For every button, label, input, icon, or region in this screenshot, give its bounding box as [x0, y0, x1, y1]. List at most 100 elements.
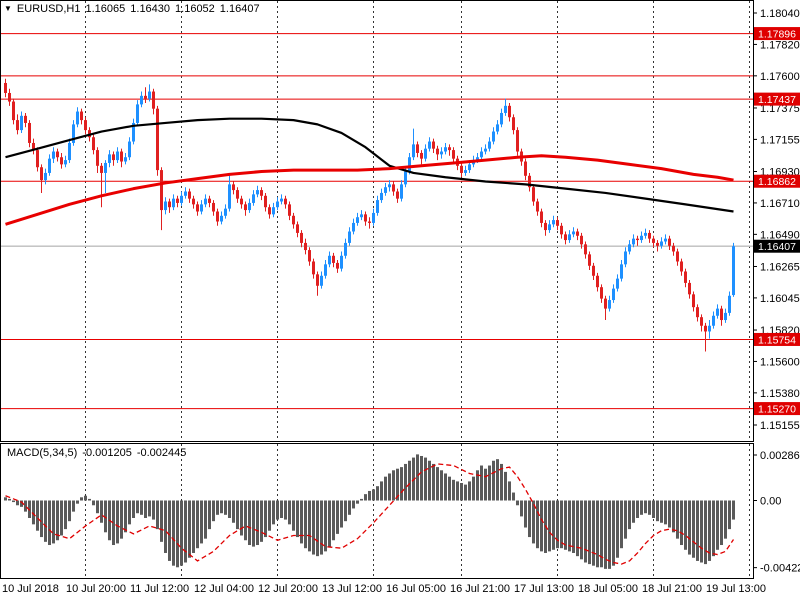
macd-bar [48, 500, 51, 546]
candle-body [640, 235, 643, 241]
candle-body [336, 262, 339, 269]
macd-bar [388, 473, 391, 501]
candle [32, 138, 35, 155]
candle [120, 148, 123, 168]
macd-bar [184, 500, 187, 563]
candle [300, 230, 303, 248]
macd-bar [292, 500, 295, 531]
macd-bar [364, 494, 367, 501]
macd-bar [4, 497, 7, 501]
candle-body [432, 141, 435, 149]
macd-bar [324, 500, 327, 552]
candle-body [528, 175, 531, 188]
candle [356, 212, 359, 226]
candle-body [200, 204, 203, 212]
candle-body [176, 198, 179, 203]
macd-bar [36, 500, 39, 531]
candle-body [680, 261, 683, 272]
candle-body [216, 211, 219, 222]
candle-body [660, 241, 663, 246]
candle [380, 188, 383, 203]
badge-text: 1.15270 [758, 403, 796, 415]
price-tick-label: 1.17375 [760, 103, 800, 115]
candle [668, 235, 671, 251]
candle [552, 215, 555, 228]
candle [460, 162, 463, 178]
candle [176, 195, 179, 208]
candle-body [664, 238, 667, 242]
candle [312, 258, 315, 279]
candle-body [360, 214, 363, 218]
candle-body [12, 101, 15, 121]
candle-body [252, 194, 255, 203]
macd-bar [420, 455, 423, 501]
macd-bar [92, 500, 95, 506]
candle [684, 268, 687, 288]
candle-body [60, 157, 63, 165]
macd-bar [268, 500, 271, 531]
candle [732, 242, 735, 297]
macd-bar [320, 500, 323, 555]
macd-bar [204, 500, 207, 539]
candle-body [488, 141, 491, 149]
candle-body [480, 151, 483, 158]
candle-body [136, 104, 139, 123]
macd-bar [536, 500, 539, 549]
candle [556, 217, 559, 231]
macd-bar [368, 490, 371, 501]
candle [652, 235, 655, 248]
macd-bar [620, 500, 623, 549]
candle [388, 180, 391, 192]
candle [104, 160, 107, 193]
candle [256, 185, 259, 198]
macd-bar [148, 500, 151, 517]
macd-bar [392, 470, 395, 501]
candle [500, 108, 503, 128]
symbol-dropdown-icon[interactable]: ▼ [4, 4, 12, 13]
macd-bar [32, 500, 35, 525]
candle-body [240, 198, 243, 205]
candle-body [564, 234, 567, 241]
candle [96, 147, 99, 173]
badge-text: 1.16862 [758, 176, 796, 188]
candle-body [548, 224, 551, 231]
macd-bar [224, 500, 227, 515]
candle [532, 184, 535, 206]
current-price-badge: 1.16407 [754, 239, 800, 253]
macd-bar [712, 500, 715, 557]
candle [428, 137, 431, 152]
candle-body [56, 151, 59, 158]
candle [632, 234, 635, 248]
candle-body [400, 184, 403, 199]
macd-bar [472, 476, 475, 501]
candle-body [316, 274, 319, 286]
time-axis[interactable]: 10 Jul 2018 10 Jul 20:00 11 Jul 12:00 12 Ju… [2, 583, 766, 595]
candle [152, 88, 155, 115]
macd-bar [156, 500, 159, 530]
candle-body [576, 231, 579, 236]
candle-body [28, 122, 31, 143]
candle-body [436, 148, 439, 155]
macd-bar [700, 500, 703, 563]
ohlc-high-value: 1.16430 [130, 3, 171, 15]
macd-bar [568, 500, 571, 552]
macd-bar [160, 500, 163, 542]
candle [84, 117, 87, 135]
candle-body [376, 200, 379, 213]
candle-body [412, 144, 415, 158]
candle-body [668, 238, 671, 246]
macd-bar [692, 500, 695, 558]
macd-bar [272, 500, 275, 525]
candle [100, 162, 103, 208]
candle [676, 248, 679, 266]
macd-bar [372, 489, 375, 501]
candle-body [276, 201, 279, 208]
candle-body [552, 220, 555, 225]
candle [480, 147, 483, 161]
price-axis[interactable]: 1.180401.178201.176001.173751.171551.169… [753, 8, 800, 575]
candle [236, 187, 239, 203]
macd-bar [668, 500, 671, 528]
macd-bar [564, 500, 567, 550]
candle [216, 208, 219, 226]
